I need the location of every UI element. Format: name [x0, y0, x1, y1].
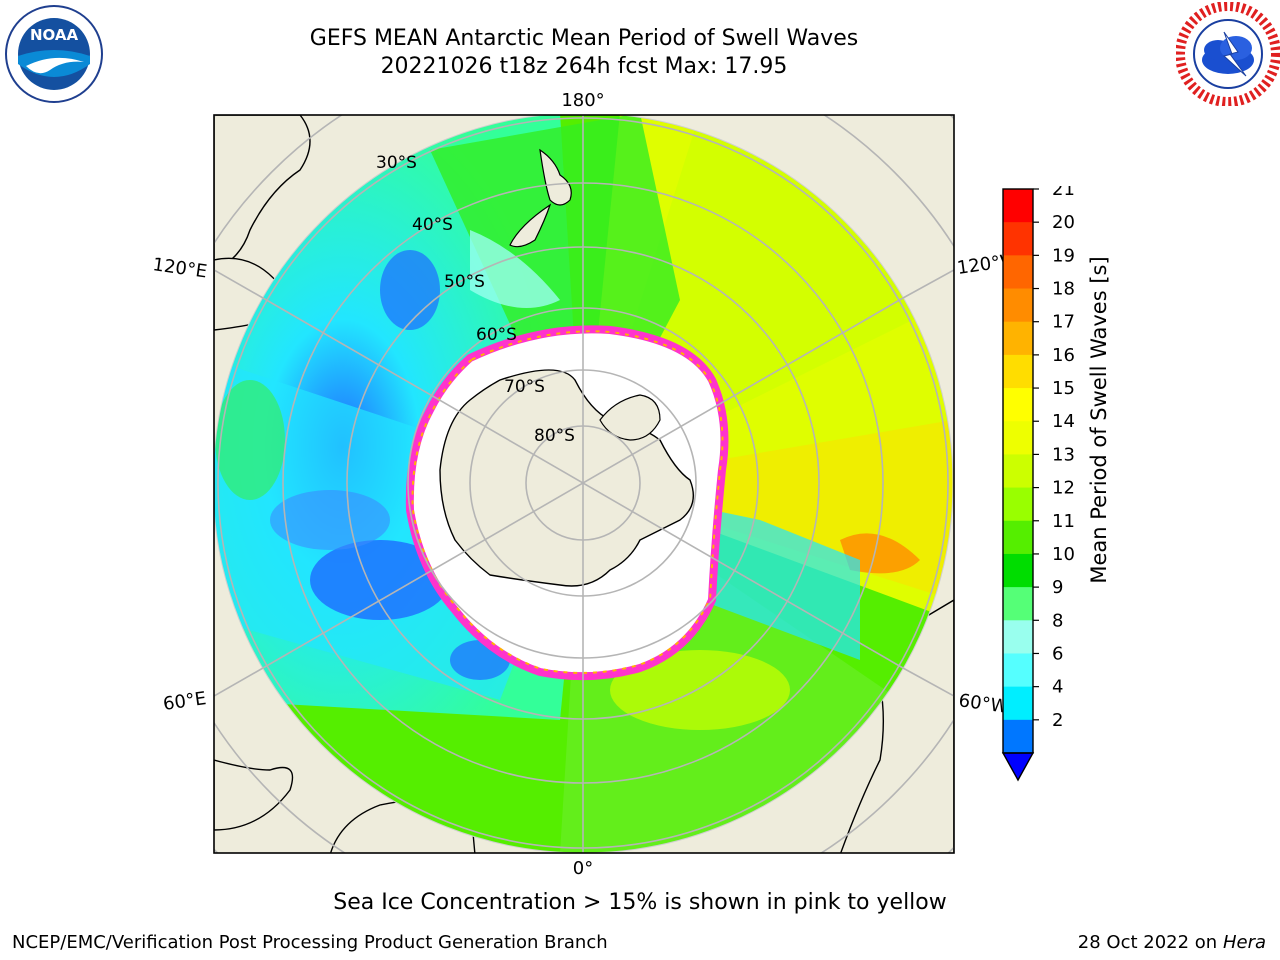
lat-label-70s: 70°S — [504, 377, 545, 397]
colorbar-tick-label: 4 — [1052, 677, 1063, 698]
chart-title: GEFS MEAN Antarctic Mean Period of Swell… — [309, 26, 859, 51]
lat-label-30s: 30°S — [376, 153, 417, 173]
national-weather-service-logo-icon — [1176, 2, 1280, 106]
colorbar-segment — [1003, 487, 1033, 522]
colorbar-ticks: 21 20 19 18 17 16 15 14 13 12 11 10 9 8 6 4 2 — [1033, 186, 1075, 731]
colorbar-tick-label: 19 — [1052, 245, 1075, 266]
sea-ice-note: Sea Ice Concentration > 15% is shown in … — [333, 890, 947, 915]
colorbar-segment — [1003, 653, 1033, 688]
colorbar-segment — [1003, 719, 1033, 754]
land-new-zealand-south — [509, 203, 552, 248]
colorbar-tick-label: 20 — [1052, 212, 1075, 233]
lat-label-80s: 80°S — [534, 426, 575, 446]
colorbar-segment — [1003, 189, 1033, 223]
lat-label-40s: 40°S — [412, 215, 453, 235]
colorbar-segment — [1003, 388, 1033, 422]
svg-text:Mean Period of Swell Waves [s]: Mean Period of Swell Waves [s] — [1087, 256, 1111, 583]
noaa-logo-text: NOAA — [30, 26, 79, 44]
colorbar-tick-label: 9 — [1052, 577, 1063, 598]
colorbar-tick-label: 15 — [1052, 378, 1075, 399]
colorbar-segment — [1003, 321, 1033, 356]
land-madagascar — [214, 759, 294, 831]
colorbar-segment — [1003, 520, 1033, 555]
colorbar-tick-label: 13 — [1052, 444, 1075, 465]
colorbar-tick-label: 12 — [1052, 478, 1075, 499]
colorbar-segment — [1003, 288, 1033, 323]
noaa-logo-icon: NOAA — [5, 5, 103, 103]
colorbar-label: Mean Period of Swell Waves [s] — [1087, 256, 1111, 583]
colorbar-segment — [1003, 354, 1033, 389]
colorbar-tick-label: 6 — [1052, 643, 1063, 664]
colorbar-outline — [1002, 188, 1034, 754]
colorbar-segment — [1003, 454, 1033, 489]
lat-label-50s: 50°S — [444, 272, 485, 292]
colorbar-segment — [1003, 587, 1033, 621]
colorbar-tick-label: 11 — [1052, 511, 1075, 532]
colorbar-tick-label: 18 — [1052, 279, 1075, 300]
colorbar-segment — [1003, 686, 1033, 721]
lon-label-60e: 60°E — [162, 688, 208, 715]
colorbar-tick-label: 17 — [1052, 312, 1075, 333]
lat-label-60s: 60°S — [476, 325, 517, 345]
colorbar-tick-label: 14 — [1052, 411, 1075, 432]
footer-date: 28 Oct 2022 on Hera — [1078, 932, 1266, 953]
lon-label-180: 180° — [561, 90, 604, 111]
land-new-zealand-north — [539, 148, 572, 206]
footer-system: Hera — [1222, 932, 1266, 953]
colorbar-segment — [1003, 222, 1033, 256]
map-frame — [213, 114, 955, 854]
colorbar-tick-label: 10 — [1052, 544, 1075, 565]
colorbar-tick-label: 16 — [1052, 345, 1075, 366]
colorbar-segment — [1003, 421, 1033, 455]
chart-subtitle: 20221026 t18z 264h fcst Max: 17.95 — [380, 54, 788, 79]
colorbar-tick-label: 2 — [1052, 710, 1063, 731]
colorbar-segments — [1003, 189, 1033, 754]
colorbar-extend-arrow — [1001, 752, 1035, 782]
lon-label-0: 0° — [573, 858, 593, 879]
colorbar: 21 20 19 18 17 16 15 14 13 12 11 10 9 8 6 4 2 — [1001, 186, 1075, 782]
colorbar-tick-label: 21 — [1052, 186, 1075, 200]
colorbar-segment — [1003, 255, 1033, 290]
colorbar-tick-label: 8 — [1052, 610, 1063, 631]
footer-branch: NCEP/EMC/Verification Post Processing Pr… — [12, 932, 608, 953]
footer-date-text: 28 Oct 2022 on — [1077, 932, 1223, 953]
lon-label-120e: 120°E — [151, 254, 208, 282]
graticule — [217, 115, 949, 853]
colorbar-segment — [1003, 620, 1033, 654]
colorbar-segment — [1003, 553, 1033, 588]
